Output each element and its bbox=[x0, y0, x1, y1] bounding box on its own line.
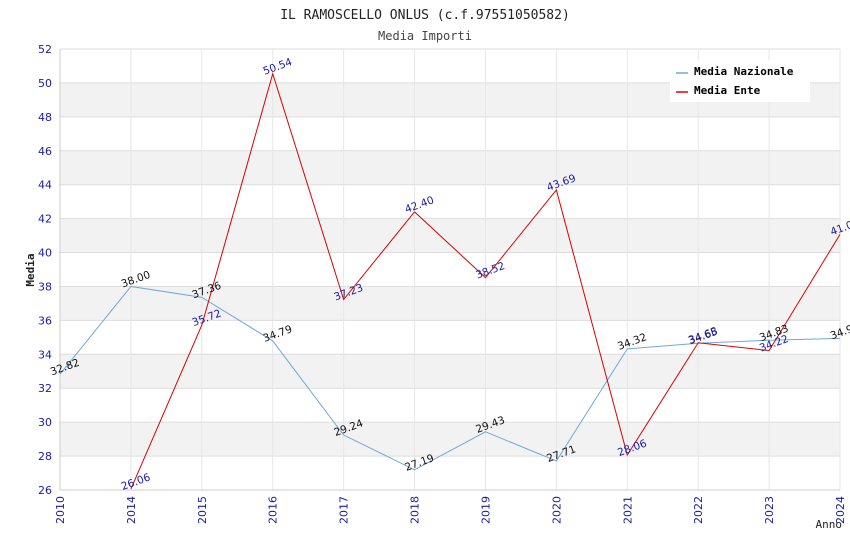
y-tick-label: 26 bbox=[38, 484, 52, 497]
data-label-media-ente: 42.40 bbox=[403, 194, 435, 216]
x-tick-label-2016: 2016 bbox=[267, 496, 280, 524]
y-tick-label: 40 bbox=[38, 247, 52, 260]
data-label-media-nazionale: 34.32 bbox=[616, 331, 648, 353]
x-tick-label-2021: 2021 bbox=[621, 496, 634, 524]
x-tick-label-2015: 2015 bbox=[196, 496, 209, 524]
y-tick-label: 30 bbox=[38, 416, 52, 429]
axes bbox=[59, 49, 840, 491]
y-tick-label: 36 bbox=[38, 314, 52, 327]
x-tick-label-2023: 2023 bbox=[763, 496, 776, 524]
chart-title: IL RAMOSCELLO ONLUS (c.f.97551050582) bbox=[280, 8, 570, 23]
y-tick-label: 48 bbox=[38, 111, 52, 124]
y-tick-label: 44 bbox=[38, 179, 52, 192]
y-axis-label: Media bbox=[24, 253, 37, 286]
y-tick-label: 28 bbox=[38, 450, 52, 463]
grid-bands bbox=[60, 82, 840, 457]
legend: Media Nazionale Media Ente bbox=[670, 60, 810, 102]
y-tick-label: 34 bbox=[38, 348, 52, 361]
y-tick-label: 46 bbox=[38, 145, 52, 158]
x-tick-label-2018: 2018 bbox=[409, 496, 422, 524]
x-axis-label: Anno bbox=[816, 518, 843, 531]
x-tick-label-2022: 2022 bbox=[692, 496, 705, 524]
data-label-media-nazionale: 34.94 bbox=[829, 321, 850, 343]
x-tick-label-2010: 2010 bbox=[54, 496, 67, 524]
legend-label-media-ente: Media Ente bbox=[694, 84, 761, 97]
y-axis-ticks: 26 28 30 32 34 36 38 40 42 44 46 48 50 52 bbox=[38, 43, 52, 497]
series-lines bbox=[59, 72, 841, 490]
chart-subtitle: Media Importi bbox=[378, 29, 472, 43]
y-tick-label: 38 bbox=[38, 280, 52, 293]
grid-band bbox=[60, 150, 840, 185]
grid-band bbox=[60, 286, 840, 321]
x-tick-label-2020: 2020 bbox=[550, 496, 563, 524]
y-tick-label: 32 bbox=[38, 382, 52, 395]
y-tick-label: 52 bbox=[38, 43, 52, 56]
y-tick-label: 50 bbox=[38, 77, 52, 90]
grid-band bbox=[60, 354, 840, 389]
data-label-media-ente: 38.52 bbox=[474, 260, 506, 282]
grid-band bbox=[60, 218, 840, 253]
series-line-media-ente bbox=[130, 72, 841, 490]
legend-label-media-nazionale: Media Nazionale bbox=[694, 65, 794, 78]
legend-box bbox=[670, 60, 810, 102]
y-tick-label: 42 bbox=[38, 213, 52, 226]
data-label-media-ente: 50.54 bbox=[262, 56, 295, 78]
x-tick-label-2017: 2017 bbox=[338, 496, 351, 524]
x-tick-label-2024: 2024 bbox=[834, 496, 847, 524]
series-line-media-nazionale bbox=[59, 285, 841, 471]
x-tick-label-2019: 2019 bbox=[479, 496, 492, 524]
x-tick-label-2014: 2014 bbox=[125, 496, 138, 524]
x-axis-ticks: 2010 2014 2015 2016 2017 2018 2019 2020 2021 2022… bbox=[54, 496, 847, 524]
data-label-media-nazionale: 34.79 bbox=[262, 323, 294, 345]
